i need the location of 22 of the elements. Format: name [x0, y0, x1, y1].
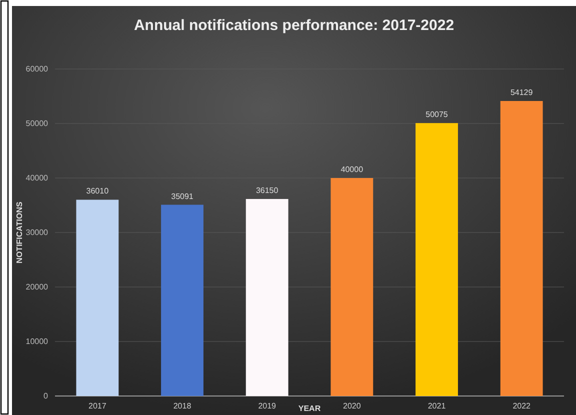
data-label: 40000 [340, 165, 364, 174]
chart-title: Annual notifications performance: 2017-2022 [134, 17, 454, 34]
x-tick-label: 2018 [173, 402, 192, 411]
x-tick-label: 2017 [88, 402, 107, 411]
x-tick-label: 2022 [512, 402, 532, 411]
x-tick-label: 2019 [258, 402, 277, 411]
x-tick-label: 2021 [428, 402, 446, 411]
y-tick-label: 0 [44, 392, 49, 401]
data-label: 54129 [510, 88, 534, 97]
data-label: 35091 [171, 192, 194, 201]
data-label: 36150 [256, 186, 279, 195]
x-axis-title: YEAR [298, 404, 321, 413]
y-tick-label: 40000 [26, 174, 49, 183]
x-tick-label: 2020 [343, 402, 362, 411]
y-tick-label: 60000 [26, 64, 49, 74]
data-label: 50075 [426, 110, 448, 120]
y-axis-title: NOTIFICATIONS [15, 201, 24, 264]
y-tick-label: 50000 [26, 119, 49, 128]
y-tick-label: 10000 [26, 337, 49, 346]
y-tick-label: 20000 [26, 282, 49, 292]
y-tick-label: 30000 [26, 228, 49, 238]
data-label: 36010 [86, 186, 110, 196]
